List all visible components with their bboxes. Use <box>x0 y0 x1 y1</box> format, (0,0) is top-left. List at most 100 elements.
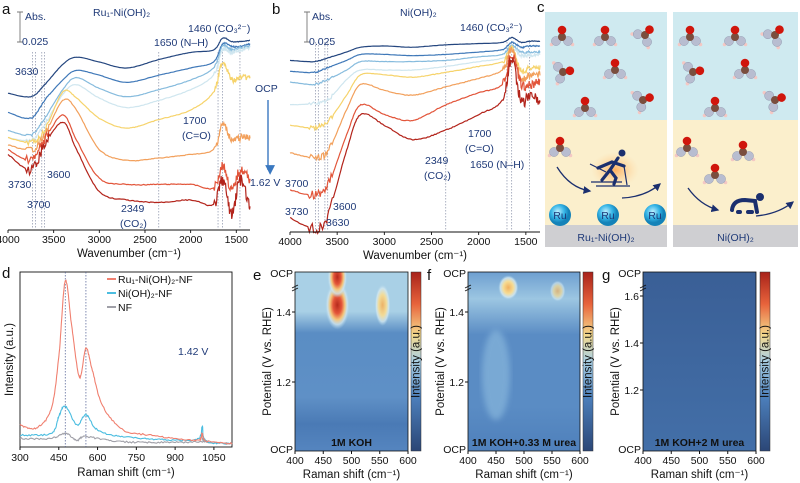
annotation-ocp: OCP <box>255 83 278 95</box>
annotation-w3700: 3700 <box>285 178 309 190</box>
annotation-co_num: 1700 <box>183 115 207 127</box>
intensity-feature <box>549 280 566 302</box>
colorbar-label: Intensity (a.u.) <box>583 325 595 398</box>
y-axis-label: Potential (V vs. RHE) <box>610 307 622 416</box>
heatmap <box>643 272 756 451</box>
plot-frame <box>19 271 233 448</box>
intensity-feature <box>327 272 348 298</box>
x-tick-label: 400 <box>459 455 477 467</box>
urea-molecule-icon <box>762 90 786 115</box>
urea-molecule-icon <box>677 25 703 47</box>
annotation-co_num: 1700 <box>468 128 492 140</box>
colorbar <box>582 271 594 452</box>
panel-letter: d <box>2 265 10 282</box>
y-axis-label: Potential (V vs. RHE) <box>262 307 274 416</box>
intensity-feature <box>498 275 519 300</box>
spectrum-line-5 <box>289 44 541 132</box>
catalyst-label-bar <box>673 225 798 247</box>
spectrum-line-2 <box>289 40 541 74</box>
y-top-label: OCP <box>270 268 293 280</box>
scale-bar-label: Abs. <box>25 11 46 23</box>
y-tick-label: 1.2 <box>624 385 639 397</box>
x-tick-label: 550 <box>719 455 737 467</box>
x-axis-label: Raman shift (cm⁻¹) <box>77 467 175 479</box>
urea-molecule-icon <box>722 25 748 47</box>
condition-label: 1M KOH+0.33 M urea <box>472 437 576 449</box>
x-tick-label: 450 <box>314 455 332 467</box>
x-tick-label: 400 <box>634 455 652 467</box>
spectrum-line-1 <box>289 36 541 63</box>
x-tick-label: 4000 <box>0 234 20 246</box>
catalyst-label: Ru₁-Ni(OH)₂ <box>577 232 634 244</box>
raman-line-NF <box>19 432 233 445</box>
y-tick-label: 1.4 <box>276 307 291 319</box>
scale-bar-value: 0.025 <box>22 36 48 48</box>
spectrum-line-8 <box>7 121 251 220</box>
potential-annotation: 1.42 V <box>178 346 208 358</box>
panel-title: Ru₁-Ni(OH)₂ <box>93 7 150 19</box>
urea-molecule-icon <box>547 136 573 158</box>
annotation-end_potential: 1.62 V <box>250 177 280 189</box>
panel-letter: e <box>253 267 261 284</box>
panel-letter: c <box>537 0 545 16</box>
x-tick-label: 3500 <box>325 236 349 248</box>
axis-break <box>291 284 299 292</box>
annotation-w3730: 3730 <box>285 206 309 218</box>
ru-atom-label: Ru <box>601 210 615 222</box>
annotation-co_lab: (C=O) <box>182 130 211 142</box>
annotation-co3: 1460 (CO₃²⁻) <box>188 23 250 35</box>
x-tick-label: 1500 <box>225 234 249 246</box>
intensity-feature <box>374 284 391 326</box>
x-tick-label: 2500 <box>420 236 444 248</box>
spectrum-line-8 <box>289 57 541 235</box>
spectrum-line-3 <box>289 44 541 86</box>
scale-bar-label: Abs. <box>312 11 333 23</box>
ru-atom-label: Ru <box>553 210 567 222</box>
urea-molecule-icon <box>551 61 575 86</box>
y-tick-label: 1.6 <box>624 291 639 303</box>
x-tick-label: 900 <box>166 452 184 464</box>
y-bottom-label: OCP <box>270 444 293 456</box>
spectrum-line-4 <box>290 47 541 106</box>
x-tick-label: 600 <box>747 455 765 467</box>
spectrum-line-4 <box>7 45 251 143</box>
heatmap <box>468 272 580 451</box>
x-axis-label: Wavenumber (cm⁻¹) <box>363 250 467 262</box>
ru-atom-label: Ru <box>648 210 662 222</box>
x-tick-label: 550 <box>371 455 389 467</box>
annotation-w3600: 3600 <box>333 201 357 213</box>
heatmap-background <box>643 272 756 451</box>
panel-letter: f <box>427 267 432 284</box>
urea-molecule-icon <box>674 136 700 158</box>
x-tick-label: 450 <box>487 455 505 467</box>
axis-break <box>639 284 647 292</box>
annotation-co2_num: 2349 <box>425 155 449 167</box>
urea-molecule-icon <box>681 61 705 86</box>
x-tick-label: 600 <box>399 455 417 467</box>
ru-atom <box>597 204 619 226</box>
catalyst-label: Ni(OH)₂ <box>717 232 754 244</box>
y-top-label: OCP <box>618 268 641 280</box>
urea-molecule-icon <box>732 58 758 80</box>
y-tick-label: 1.2 <box>276 377 291 389</box>
ru-atom <box>549 204 571 226</box>
annotation-w3630: 3630 <box>326 217 350 229</box>
spectrum-line-5 <box>7 61 251 147</box>
x-tick-label: 300 <box>11 452 29 464</box>
catalyst-label-bar <box>545 225 667 247</box>
scale-bar <box>17 11 23 43</box>
y-tick-label: 1.2 <box>449 377 464 389</box>
annotation-w3700: 3700 <box>27 199 51 211</box>
legend-label: Ni(OH)₂-NF <box>118 288 172 300</box>
urea-molecule-icon <box>760 25 784 50</box>
heatmap-background <box>295 272 408 451</box>
annotation-w3730: 3730 <box>8 179 32 191</box>
urea-molecule-icon <box>630 25 654 50</box>
y-axis-label: Potential (V vs. RHE) <box>435 307 447 416</box>
raman-line-Ru1-Ni(OH)2-NF <box>19 279 233 445</box>
condition-label: 1M KOH+2 M urea <box>655 437 745 449</box>
x-tick-label: 600 <box>571 455 589 467</box>
y-bottom-label: OCP <box>443 444 466 456</box>
spectrum-line-7 <box>289 54 541 200</box>
